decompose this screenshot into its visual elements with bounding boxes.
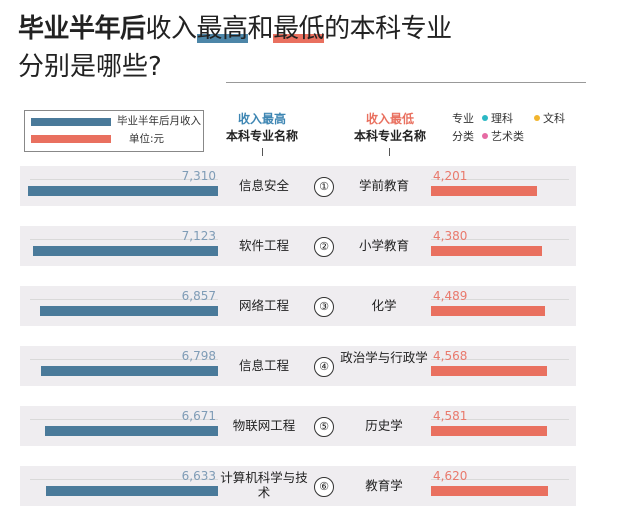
category-art: 艺术类 (482, 128, 524, 144)
rank-badge: ③ (314, 297, 334, 317)
bar-high (45, 426, 218, 436)
science-dot-icon (482, 115, 488, 121)
title-part-4: 和 (247, 14, 274, 44)
value-label-low: 4,380 (433, 229, 468, 243)
liberal-dot-icon (534, 115, 540, 121)
header-high-line2: 本科专业名称 (225, 129, 298, 143)
category-label-low: 小学教育 (358, 238, 409, 253)
rank-badge: ② (314, 237, 334, 257)
row-guide-right (431, 419, 569, 420)
value-label-high: 7,123 (181, 229, 216, 243)
value-label-high: 6,798 (181, 349, 216, 363)
value-label-low: 4,620 (433, 469, 468, 483)
category-label-high: 计算机科学与技术 (220, 470, 308, 500)
category-label-high: 物联网工程 (232, 418, 296, 433)
bar-high (46, 486, 218, 496)
header-low-line2: 本科专业名称 (353, 129, 426, 143)
bar-high (40, 306, 218, 316)
category-science: 理科 (482, 110, 513, 126)
legend-bar-high (31, 118, 111, 126)
value-label-high: 6,671 (181, 409, 216, 423)
category-label-high: 软件工程 (238, 238, 289, 253)
value-label-low: 4,581 (433, 409, 468, 423)
row-guide-left (30, 239, 218, 240)
title-rule (226, 82, 586, 83)
row-guide-left (30, 299, 218, 300)
value-label-low: 4,489 (433, 289, 468, 303)
row-guide-right (431, 359, 569, 360)
category-label-high: 网络工程 (238, 298, 289, 313)
legend-box: 毕业半年后月收入 单位:元 (24, 110, 204, 152)
row-guide-right (431, 479, 569, 480)
chart-subtitle: 分别是哪些? (18, 52, 162, 82)
rank-badge: ⑤ (314, 417, 334, 437)
category-legend: 专业 分类 理科 文科 艺术类 (452, 110, 578, 148)
category-label-low: 学前教育 (358, 178, 409, 193)
value-label-low: 4,201 (433, 169, 468, 183)
row-guide-left (30, 419, 218, 420)
category-label-1: 专业 (452, 112, 474, 125)
rank-badge: ① (314, 177, 334, 197)
category-label-high: 信息安全 (238, 178, 289, 193)
category-label-low: 化学 (371, 298, 397, 313)
bar-high (33, 246, 218, 256)
value-label-low: 4,568 (433, 349, 468, 363)
bar-low (431, 186, 537, 196)
title-part-6: 的本科专业 (324, 14, 452, 44)
row-guide-right (431, 239, 569, 240)
header-high-line1: 收入最高 (237, 112, 286, 126)
legend-unit: 单位:元 (129, 133, 165, 145)
row-guide-left (30, 479, 218, 480)
bar-high (28, 186, 218, 196)
value-label-high: 6,857 (181, 289, 216, 303)
bar-low (431, 486, 548, 496)
header-low: 收入最低 本科专业名称 (336, 110, 444, 144)
category-label-2: 分类 (452, 130, 474, 143)
category-liberal: 文科 (534, 110, 565, 126)
legend-label-high: 毕业半年后月收入 (117, 115, 201, 127)
bar-low (431, 306, 545, 316)
header-low-tick (389, 148, 390, 156)
title-part-2: 收入 (145, 14, 198, 44)
row-guide-right (431, 179, 569, 180)
category-label-low: 政治学与行政学 (340, 350, 428, 365)
title-highlight-high: 最高 (196, 14, 248, 44)
bar-low (431, 246, 542, 256)
bar-high (41, 366, 218, 376)
bar-low (431, 366, 547, 376)
value-label-high: 6,633 (181, 469, 216, 483)
bar-low (431, 426, 547, 436)
legend-bar-low (31, 135, 111, 143)
category-label-low: 历史学 (365, 418, 403, 433)
header-high: 收入最高 本科专业名称 (208, 110, 316, 144)
header-low-line1: 收入最低 (365, 112, 414, 126)
rank-badge: ④ (314, 357, 334, 377)
title-highlight-low: 最低 (273, 14, 325, 44)
row-guide-left (30, 359, 218, 360)
row-guide-right (431, 299, 569, 300)
header-high-tick (262, 148, 263, 156)
rank-badge: ⑥ (314, 477, 334, 497)
chart-title: 毕业半年后收入 最高和 最低的本科专业 (18, 8, 452, 45)
value-label-high: 7,310 (181, 169, 216, 183)
title-part-1: 毕业半年后 (18, 14, 146, 44)
category-label-low: 教育学 (365, 478, 403, 493)
category-label-high: 信息工程 (238, 358, 289, 373)
row-guide-left (30, 179, 218, 180)
art-dot-icon (482, 133, 488, 139)
